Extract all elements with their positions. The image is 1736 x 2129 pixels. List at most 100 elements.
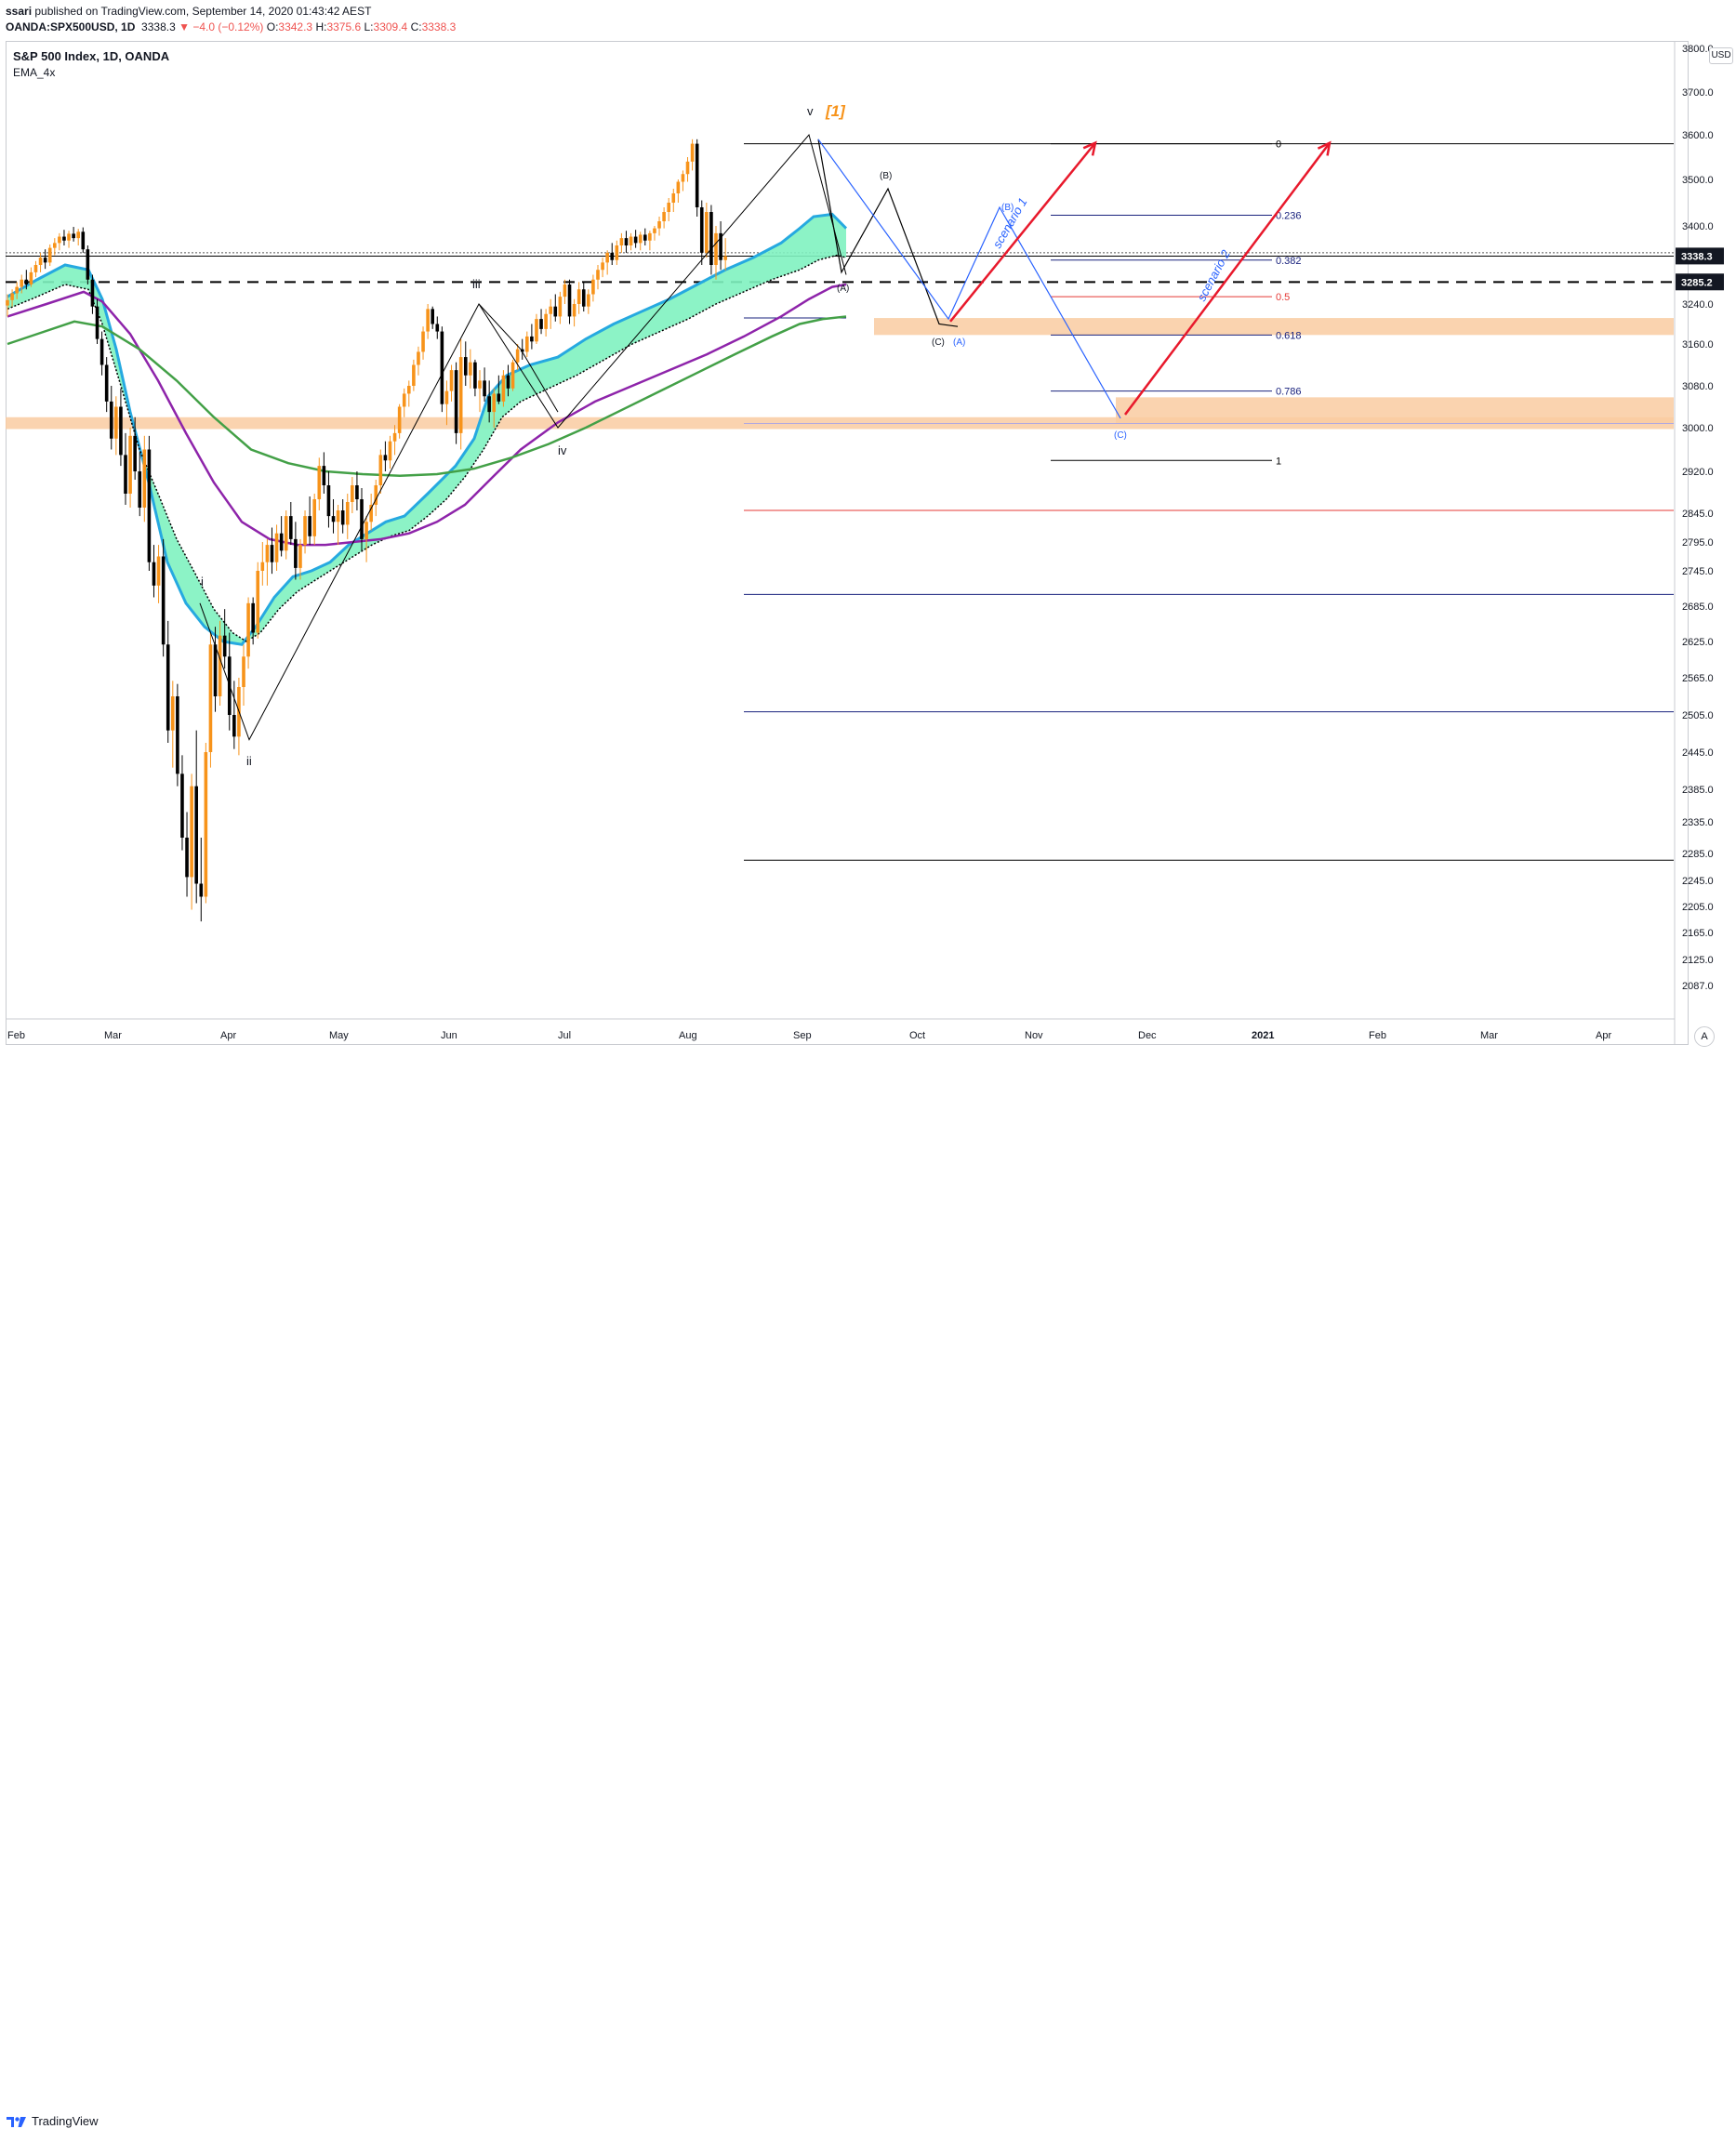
candle-body-68	[326, 485, 331, 517]
candle-body-73	[351, 485, 354, 502]
candle-body-144	[685, 161, 690, 175]
candle-body-26	[128, 435, 132, 494]
price-tag-1: 3285.2	[1681, 277, 1713, 288]
candle-body-127	[605, 252, 609, 263]
footer: TradingView	[0, 1055, 1736, 2128]
candle-body-134	[638, 234, 643, 244]
fib-label-3: 0.5	[1276, 292, 1290, 303]
candle-body-133	[633, 236, 638, 244]
candle-body-19	[95, 306, 99, 339]
candle-body-66	[317, 466, 322, 499]
candle-body-90	[431, 309, 434, 324]
x-tick-12: Feb	[1369, 1030, 1386, 1041]
indicator-label[interactable]: EMA_4x	[13, 66, 56, 79]
tradingview-brand[interactable]: TradingView	[32, 2114, 99, 2128]
candle-body-147	[699, 207, 704, 253]
candle-body-123	[587, 294, 590, 307]
candle-body-142	[676, 181, 681, 193]
candle-body-121	[576, 289, 581, 304]
y-tick-22: 2205.0	[1682, 902, 1714, 913]
y-tick-9: 2920.0	[1682, 467, 1714, 478]
y-tick-0: 3800.0	[1682, 44, 1714, 55]
candle-body-13	[67, 233, 71, 241]
candle-body-83	[397, 406, 402, 433]
x-tick-4: Jun	[441, 1030, 457, 1041]
candle-body-145	[690, 143, 695, 162]
y-tick-7: 3080.0	[1682, 381, 1714, 392]
y-tick-13: 2685.0	[1682, 602, 1714, 613]
high-value: 3375.6	[326, 20, 362, 33]
y-tick-2: 3600.0	[1682, 130, 1714, 141]
high-label: H:	[315, 20, 327, 33]
candle-body-38	[185, 838, 189, 878]
candle-body-9	[47, 247, 52, 263]
candle-body-141	[671, 193, 676, 203]
candle-body-39	[190, 786, 193, 878]
x-tick-6: Aug	[679, 1030, 697, 1041]
change-value: −4.0 (−0.12%)	[192, 20, 264, 33]
x-tick-8: Oct	[909, 1030, 925, 1041]
candle-body-71	[340, 510, 345, 525]
candle-body-33	[161, 556, 166, 645]
candle-body-138	[657, 221, 661, 229]
auto-scale-button[interactable]: A	[1694, 1026, 1715, 1047]
ema-dotted-line	[7, 254, 847, 642]
candle-body-27	[133, 435, 137, 471]
candle-body-3	[20, 279, 24, 287]
author-name[interactable]: ssari	[6, 5, 33, 18]
candle-body-43	[208, 644, 213, 752]
candle-body-12	[62, 236, 66, 241]
candle-body-110	[525, 336, 529, 352]
y-tick-20: 2285.0	[1682, 849, 1714, 860]
candle-body-94	[449, 370, 454, 391]
candle-body-108	[515, 349, 520, 363]
x-tick-10: Dec	[1138, 1030, 1157, 1041]
candle-body-70	[336, 510, 340, 522]
candle-body-137	[653, 228, 656, 233]
candle-body-132	[629, 236, 633, 245]
candle-body-45	[218, 635, 222, 696]
candle-body-35	[171, 696, 175, 731]
close-label: C:	[410, 20, 422, 33]
candle-body-57	[274, 533, 279, 562]
wave-label-a-black: (A)	[837, 284, 849, 294]
ema-ribbon-fill	[7, 214, 846, 645]
candle-body-69	[331, 516, 336, 522]
candle-body-64	[308, 516, 311, 536]
candle-body-51	[246, 602, 250, 657]
candle-body-32	[156, 556, 161, 586]
x-tick-2: Apr	[220, 1030, 236, 1041]
wave-label-i: i	[201, 575, 204, 588]
candle-body-89	[426, 309, 430, 332]
candle-body-122	[581, 289, 586, 307]
candle-body-120	[572, 304, 576, 317]
candle-body-135	[643, 234, 647, 241]
fib-label-4: 0.618	[1276, 330, 1302, 341]
y-tick-12: 2745.0	[1682, 566, 1714, 577]
candle-body-92	[440, 331, 444, 404]
candle-body-130	[619, 238, 624, 245]
candle-body-52	[251, 602, 255, 633]
candle-body-88	[421, 331, 425, 352]
candle-body-148	[705, 212, 709, 253]
candle-body-98	[469, 362, 472, 376]
candle-body-0	[6, 299, 9, 306]
candle-body-77	[369, 505, 373, 522]
candle-body-99	[473, 362, 477, 389]
support-zone-2	[874, 318, 1674, 336]
tradingview-logo-icon	[7, 2117, 26, 2127]
x-tick-9: Nov	[1025, 1030, 1043, 1041]
symbol-label: OANDA:SPX500USD, 1D	[6, 20, 136, 33]
candle-body-107	[510, 362, 515, 389]
candle-body-74	[355, 485, 359, 499]
y-tick-18: 2385.0	[1682, 785, 1714, 796]
y-tick-15: 2565.0	[1682, 673, 1714, 684]
currency-button[interactable]: USD	[1709, 47, 1733, 64]
candle-body-109	[520, 349, 524, 352]
candle-body-79	[378, 455, 383, 485]
scenario-2-arrow-shaft	[1124, 141, 1331, 416]
candle-body-2	[15, 286, 19, 294]
wave-label-iv: iv	[558, 443, 567, 457]
chart-frame	[6, 41, 1689, 1045]
